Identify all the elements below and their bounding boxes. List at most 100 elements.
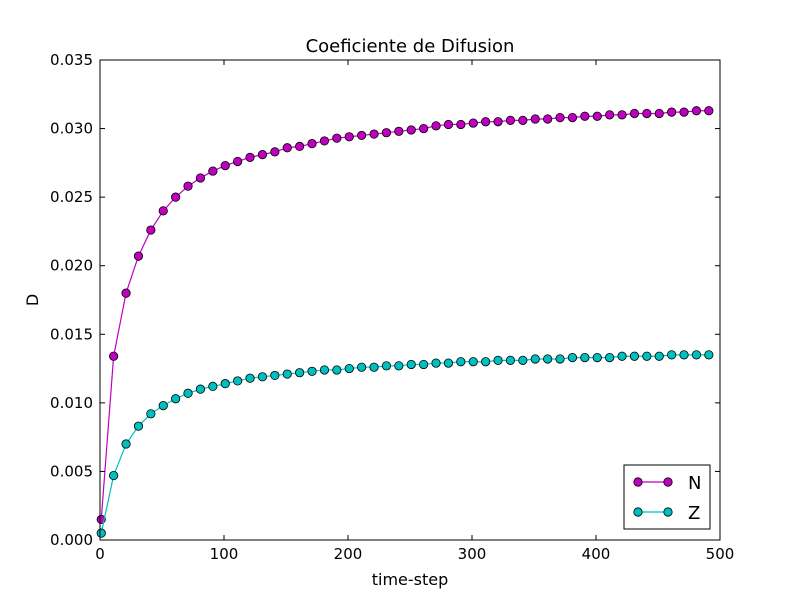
data-point-Z bbox=[679, 350, 689, 360]
data-point-N bbox=[456, 119, 466, 130]
data-point-Z bbox=[344, 363, 354, 374]
data-point-N bbox=[245, 152, 255, 162]
y-axis-label: D bbox=[23, 294, 42, 306]
data-point-Z bbox=[431, 358, 441, 368]
y-tick-label: 0.005 bbox=[50, 462, 93, 480]
plot-frame bbox=[99, 59, 721, 541]
data-point-N bbox=[344, 132, 354, 142]
data-point-Z bbox=[419, 359, 429, 370]
data-point-N bbox=[493, 117, 503, 127]
data-point-Z bbox=[518, 355, 528, 365]
data-point-N bbox=[555, 113, 565, 123]
data-point-N bbox=[481, 117, 491, 127]
data-point-N bbox=[270, 147, 280, 157]
data-point-Z bbox=[369, 362, 379, 372]
data-point-N bbox=[394, 126, 404, 136]
data-point-N bbox=[381, 128, 392, 138]
data-point-Z bbox=[543, 354, 553, 364]
data-point-Z bbox=[691, 350, 702, 360]
data-point-Z bbox=[530, 354, 540, 364]
data-point-N bbox=[592, 111, 602, 121]
data-point-Z bbox=[307, 366, 317, 376]
data-point-Z bbox=[282, 369, 292, 379]
data-point-Z bbox=[642, 351, 652, 361]
data-point-N bbox=[642, 108, 652, 119]
y-tick-label: 0.010 bbox=[50, 394, 93, 412]
x-tick-label: 500 bbox=[706, 545, 735, 563]
data-point-Z bbox=[146, 409, 156, 419]
data-point-Z bbox=[245, 373, 255, 383]
data-point-Z bbox=[468, 357, 478, 367]
legend: NZ bbox=[623, 464, 711, 530]
legend-marker-N bbox=[633, 477, 643, 487]
data-point-N bbox=[667, 107, 677, 117]
data-point-N bbox=[543, 114, 553, 124]
data-point-Z bbox=[171, 394, 181, 404]
data-point-N bbox=[629, 108, 640, 119]
y-tick-label: 0.015 bbox=[50, 325, 93, 343]
data-point-Z bbox=[233, 376, 243, 386]
data-point-Z bbox=[96, 528, 106, 538]
data-point-Z bbox=[456, 357, 466, 367]
data-point-N bbox=[580, 111, 590, 121]
data-point-Z bbox=[109, 470, 119, 481]
data-point-N bbox=[171, 192, 181, 202]
data-point-Z bbox=[567, 352, 578, 363]
data-point-N bbox=[208, 166, 218, 176]
data-point-N bbox=[109, 351, 119, 361]
data-point-N bbox=[233, 156, 243, 167]
data-point-Z bbox=[195, 384, 206, 394]
data-point-N bbox=[158, 206, 168, 216]
data-point-N bbox=[530, 114, 540, 124]
axes-layer: 0 100 200 300 400 500 0.000 0.005 0.010 0.015 0.02… bbox=[50, 51, 734, 563]
data-point-Z bbox=[617, 351, 627, 361]
y-tick-label: 0.020 bbox=[50, 257, 93, 275]
data-point-Z bbox=[220, 379, 230, 389]
data-point-Z bbox=[208, 381, 218, 391]
data-point-N bbox=[617, 110, 627, 120]
data-point-N bbox=[319, 136, 330, 146]
data-point-N bbox=[295, 141, 305, 151]
data-point-N bbox=[679, 107, 689, 117]
data-point-Z bbox=[704, 350, 714, 360]
data-point-Z bbox=[493, 355, 503, 365]
data-point-N bbox=[419, 123, 429, 134]
x-tick-label: 200 bbox=[334, 545, 363, 563]
data-point-N bbox=[691, 106, 702, 116]
legend-marker-N bbox=[663, 477, 673, 487]
data-point-Z bbox=[394, 361, 404, 371]
y-tick-label: 0.000 bbox=[50, 531, 93, 549]
data-point-Z bbox=[406, 359, 416, 370]
y-tick-label: 0.035 bbox=[50, 51, 93, 69]
data-point-N bbox=[567, 113, 578, 123]
data-point-N bbox=[307, 139, 317, 149]
legend-label-Z: Z bbox=[688, 503, 700, 524]
legend-marker-Z bbox=[633, 507, 643, 517]
data-point-Z bbox=[295, 368, 305, 378]
data-point-Z bbox=[183, 388, 193, 398]
data-point-N bbox=[443, 119, 454, 130]
plot-area bbox=[100, 60, 720, 540]
data-point-Z bbox=[592, 352, 602, 363]
data-point-Z bbox=[629, 351, 640, 361]
data-point-Z bbox=[654, 351, 664, 361]
data-point-Z bbox=[580, 352, 590, 363]
legend-marker-Z bbox=[663, 507, 673, 517]
data-point-Z bbox=[481, 357, 491, 367]
data-point-N bbox=[257, 150, 268, 160]
data-point-N bbox=[406, 125, 416, 135]
data-point-Z bbox=[605, 352, 615, 363]
data-point-Z bbox=[270, 370, 280, 381]
data-point-N bbox=[146, 225, 156, 235]
y-tick-label: 0.030 bbox=[50, 120, 93, 138]
data-point-Z bbox=[443, 358, 454, 368]
data-point-N bbox=[369, 129, 379, 139]
data-point-Z bbox=[381, 361, 392, 371]
data-point-Z bbox=[257, 372, 268, 382]
data-point-N bbox=[183, 181, 193, 191]
data-point-Z bbox=[158, 400, 168, 411]
x-tick-label: 100 bbox=[210, 545, 239, 563]
data-point-N bbox=[654, 108, 664, 119]
